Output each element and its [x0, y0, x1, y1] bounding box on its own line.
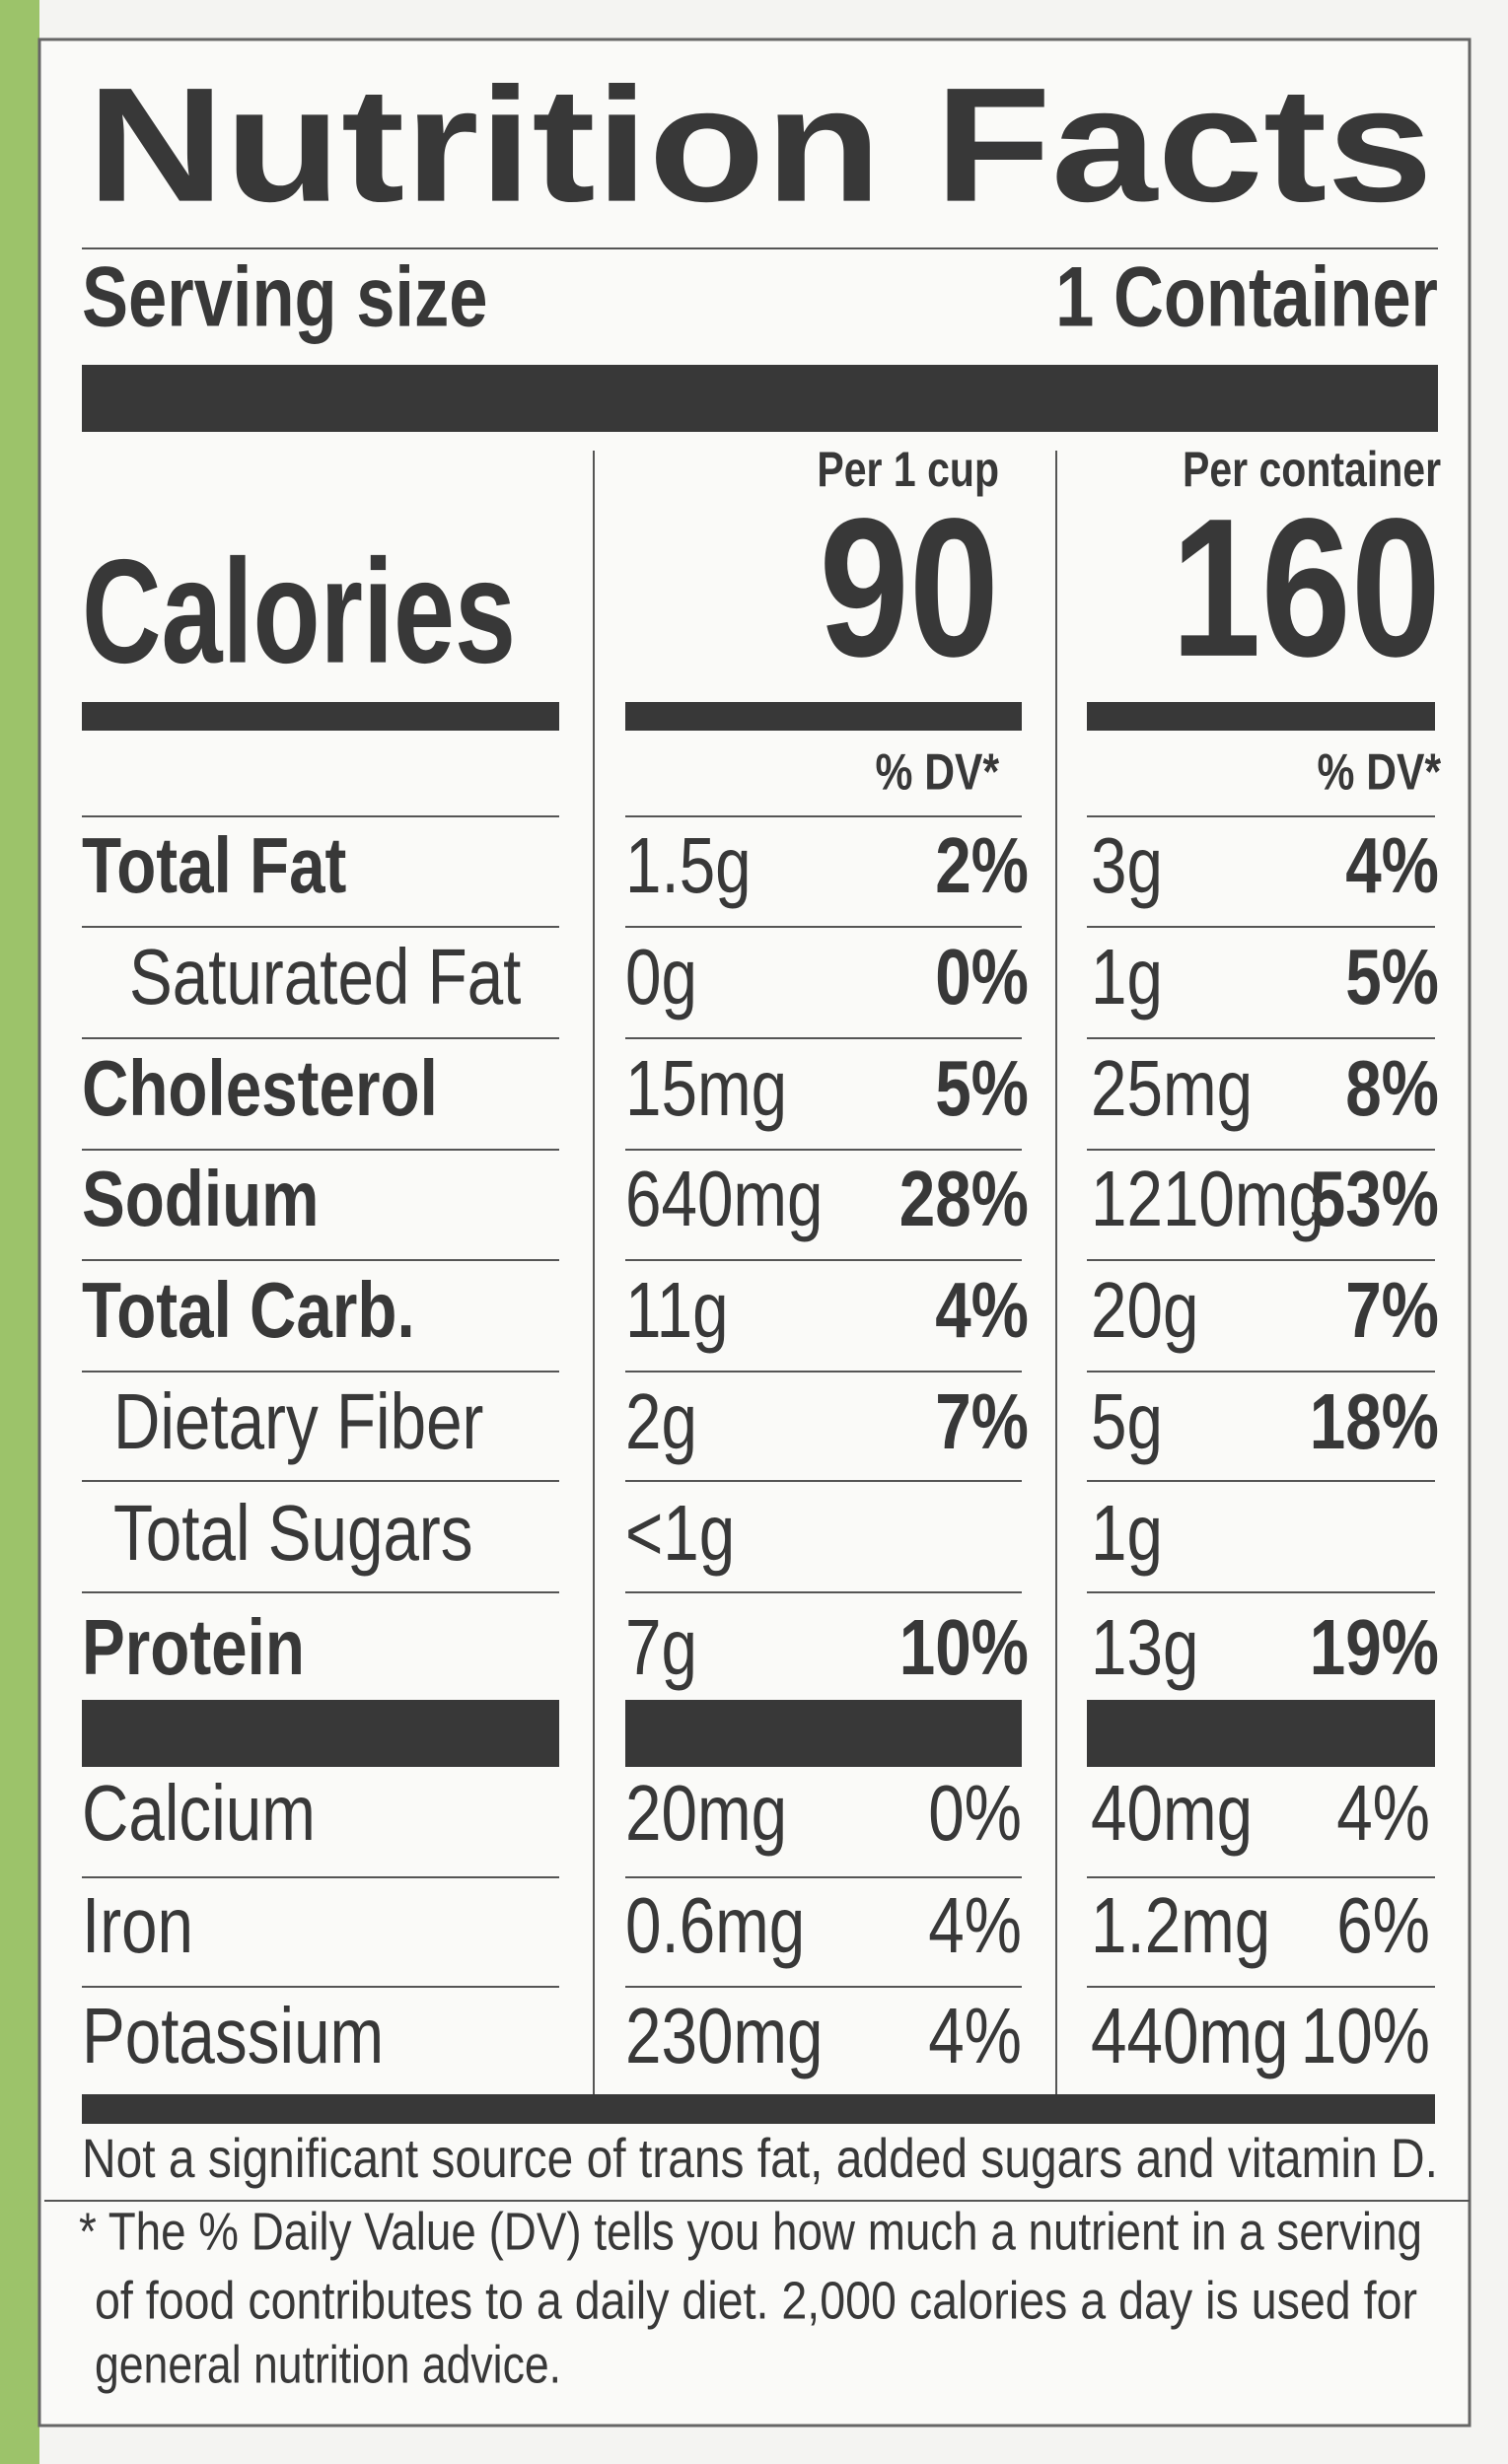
nutrient-name: Total Sugars [113, 1489, 473, 1578]
rows: Total Fat 1.5g 3g 2% 4% Saturated Fat 0g 1g 0% 5%… [82, 815, 1439, 2080]
dv-heading: % DV* [876, 744, 1000, 802]
amount: 40mg [1091, 1769, 1253, 1858]
calories-value: 90 [820, 476, 999, 697]
amount: 2g [625, 1377, 697, 1466]
daily-value: 19% [1310, 1603, 1439, 1692]
serving-size-label: Serving size [82, 249, 487, 344]
thick-rule [82, 2094, 1435, 2124]
thick-rule [82, 365, 1438, 432]
package-edge [0, 0, 39, 2464]
column-heading: Per container [1183, 442, 1441, 497]
amount: 5g [1091, 1377, 1163, 1466]
nutrient-name: Saturated Fat [129, 933, 521, 1021]
thick-rule [82, 702, 559, 731]
amount: 11g [625, 1266, 729, 1355]
daily-value: 0% [935, 933, 1029, 1021]
daily-value: 28% [899, 1155, 1029, 1243]
daily-value: 18% [1310, 1377, 1439, 1466]
calories-value: 160 [1171, 476, 1441, 697]
dv-heading: % DV* [1318, 744, 1442, 802]
daily-value: 7% [935, 1377, 1029, 1466]
title: Nutrition Facts [87, 54, 1433, 236]
footnote-statement: Not a significant source of trans fat, a… [82, 2127, 1438, 2189]
thick-rule [625, 1700, 1022, 1767]
nutrient-name: Total Fat [82, 821, 346, 910]
daily-value: 5% [935, 1044, 1029, 1133]
nutrient-name: Calcium [82, 1769, 316, 1858]
amount: 20g [1091, 1266, 1198, 1355]
amount: 15mg [625, 1044, 787, 1133]
nutrient-name: Dietary Fiber [113, 1377, 483, 1466]
thick-rule [625, 702, 1022, 731]
nutrient-name: Cholesterol [82, 1044, 438, 1133]
daily-value: 6% [1336, 1881, 1430, 1970]
daily-value: 4% [1345, 821, 1439, 910]
amount: 3g [1091, 821, 1163, 910]
daily-value: 4% [1336, 1769, 1430, 1858]
amount: 230mg [625, 1992, 824, 2080]
nutrient-name: Potassium [82, 1992, 384, 2080]
amount: 25mg [1091, 1044, 1253, 1133]
thick-rule [1087, 1700, 1435, 1767]
footnote-line: * The % Daily Value (DV) tells you how m… [79, 2202, 1422, 2261]
daily-value: 4% [935, 1266, 1029, 1355]
nutrient-name: Sodium [82, 1155, 319, 1243]
daily-value: 0% [928, 1769, 1022, 1858]
nutrient-name: Total Carb. [82, 1266, 415, 1355]
amount: 1g [1091, 1489, 1163, 1578]
amount: 1.2mg [1091, 1881, 1270, 1970]
footnote-line: general nutrition advice. [95, 2335, 561, 2394]
column-heading: Per 1 cup [817, 442, 999, 497]
amount: 1.5g [625, 821, 752, 910]
amount: 640mg [625, 1155, 824, 1243]
daily-value: 4% [928, 1881, 1022, 1970]
label-panel [37, 37, 1472, 2428]
daily-value: 10% [1301, 1992, 1430, 2080]
nutrient-name: Protein [82, 1603, 305, 1692]
amount: 7g [625, 1603, 697, 1692]
amount: 20mg [625, 1769, 787, 1858]
amount: 0.6mg [625, 1881, 805, 1970]
amount: 13g [1091, 1603, 1198, 1692]
footnote-line: of food contributes to a daily diet. 2,0… [95, 2271, 1417, 2330]
daily-value: 4% [928, 1992, 1022, 2080]
amount: <1g [625, 1489, 735, 1578]
calories-label: Calories [82, 528, 516, 694]
thick-rule [82, 1700, 559, 1767]
thick-rule [1087, 702, 1435, 731]
amount: 1210mg [1091, 1155, 1325, 1243]
daily-value: 8% [1345, 1044, 1439, 1133]
daily-value: 53% [1310, 1155, 1439, 1243]
amount: 0g [625, 933, 697, 1021]
daily-value: 5% [1345, 933, 1439, 1021]
daily-value: 10% [899, 1603, 1029, 1692]
serving-size: 1 Container [1055, 249, 1438, 344]
amount: 1g [1091, 933, 1163, 1021]
daily-value: 7% [1345, 1266, 1439, 1355]
nutrient-name: Iron [82, 1881, 193, 1970]
daily-value: 2% [935, 821, 1029, 910]
amount: 440mg [1091, 1992, 1289, 2080]
